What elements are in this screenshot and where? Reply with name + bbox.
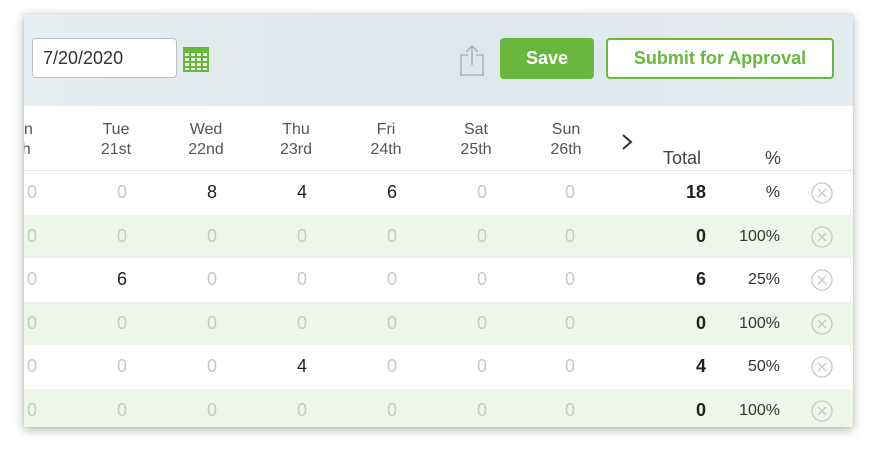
remove-row-icon[interactable] [811, 269, 833, 291]
row-total: 4 [695, 356, 706, 376]
hours-cell[interactable]: 0 [476, 312, 487, 333]
row-total: 0 [695, 225, 706, 246]
hours-cell[interactable]: 0 [116, 312, 127, 333]
percent-column-header: % [765, 148, 782, 168]
row-percent: 50% [747, 358, 780, 375]
day-date: 25th [460, 141, 492, 158]
hours-cell[interactable]: 0 [476, 269, 487, 289]
hours-cell[interactable]: 0 [296, 225, 307, 246]
row-total: 0 [695, 399, 706, 420]
remove-row-icon[interactable] [811, 356, 833, 378]
day-column-header: Sat 25th [436, 120, 516, 160]
day-date: 22nd [188, 141, 224, 158]
hours-cell[interactable]: 0 [564, 312, 575, 333]
day-column-header: Sun 26th [526, 120, 606, 160]
hours-cell[interactable]: 8 [206, 182, 217, 202]
row-total: 6 [695, 269, 706, 289]
hours-cell[interactable]: 6 [386, 182, 397, 202]
hours-cell[interactable]: 0 [296, 312, 307, 333]
remove-row-icon[interactable] [811, 312, 833, 335]
day-column-header: Tue 21st [76, 120, 156, 160]
row-percent: 100% [739, 314, 780, 332]
next-week-chevron-icon[interactable] [619, 133, 635, 151]
timesheet-panel: Save Submit for Approval on th Tue 21st Wed 2… [24, 14, 853, 427]
remove-row-icon[interactable] [811, 182, 833, 204]
day-column-header: Wed 22nd [166, 120, 246, 160]
hours-cell[interactable]: 0 [564, 399, 575, 420]
column-header-row [24, 106, 853, 171]
save-button[interactable]: Save [500, 38, 594, 79]
date-input[interactable] [32, 38, 177, 78]
day-name: Tue [102, 121, 130, 138]
hours-cell[interactable]: 0 [206, 356, 217, 376]
hours-cell[interactable]: 0 [386, 312, 397, 333]
hours-cell[interactable]: 0 [26, 356, 37, 376]
table-row: 0 0 8 4 6 0 0 18% [24, 171, 853, 214]
day-date: 26th [550, 141, 582, 158]
submit-for-approval-button[interactable]: Submit for Approval [606, 38, 834, 79]
calendar-icon[interactable] [183, 47, 209, 72]
hours-cell[interactable]: 0 [564, 182, 575, 202]
row-percent: 100% [739, 227, 780, 245]
row-percent: % [765, 184, 780, 201]
hours-cell[interactable]: 0 [296, 269, 307, 289]
hours-cell[interactable]: 6 [116, 269, 127, 289]
row-total: 18 [685, 182, 706, 202]
hours-cell[interactable]: 0 [26, 182, 37, 202]
day-date: th [24, 141, 31, 158]
day-name: Sat [463, 121, 488, 138]
day-column-header: Thu 23rd [256, 120, 336, 160]
hours-cell[interactable]: 0 [476, 356, 487, 376]
day-column-header: on th [24, 120, 64, 160]
remove-row-icon[interactable] [811, 225, 833, 248]
day-name: Thu [282, 121, 310, 138]
day-name: Wed [189, 121, 223, 138]
hours-cell[interactable]: 0 [26, 225, 37, 246]
day-date: 23rd [279, 141, 313, 158]
timesheet-toolbar: Save Submit for Approval [24, 14, 853, 106]
share-icon[interactable] [459, 44, 485, 76]
hours-cell[interactable]: 0 [564, 356, 575, 376]
table-row: 0 0 0 4 0 0 0 4 50% [24, 345, 853, 388]
hours-cell[interactable]: 0 [206, 312, 217, 333]
table-row: 0 6 0 0 0 0 0 6 25% [24, 258, 853, 301]
hours-cell[interactable]: 0 [386, 225, 397, 246]
hours-cell[interactable]: 0 [26, 399, 37, 420]
hours-cell[interactable]: 4 [296, 356, 307, 376]
hours-cell[interactable]: 0 [116, 399, 127, 420]
hours-cell[interactable]: 0 [386, 356, 397, 376]
total-column-header: Total [663, 148, 702, 168]
hours-cell[interactable]: 0 [26, 269, 37, 289]
row-percent: 25% [747, 271, 780, 288]
hours-cell[interactable]: 0 [206, 269, 217, 289]
hours-cell[interactable]: 0 [296, 399, 307, 420]
hours-cell[interactable]: 4 [296, 182, 307, 202]
hours-cell[interactable]: 0 [386, 269, 397, 289]
row-percent: 100% [739, 401, 780, 419]
remove-row-icon[interactable] [811, 399, 833, 422]
hours-cell[interactable]: 0 [476, 225, 487, 246]
hours-cell[interactable]: 0 [386, 399, 397, 420]
day-column-header: Fri 24th [346, 120, 426, 160]
hours-cell[interactable]: 0 [564, 269, 575, 289]
table-row: 0 0 0 0 0 0 0 0 100% [24, 388, 853, 427]
hours-cell[interactable]: 0 [206, 225, 217, 246]
hours-cell[interactable]: 0 [206, 399, 217, 420]
day-name: Sun [551, 121, 581, 138]
day-date: 21st [100, 141, 132, 158]
table-row: 0 0 0 0 0 0 0 0 100% [24, 301, 853, 345]
day-date: 24th [370, 141, 402, 158]
day-name: on [24, 121, 33, 138]
hours-cell[interactable]: 0 [116, 182, 127, 202]
hours-cell[interactable]: 0 [476, 182, 487, 202]
row-total: 0 [695, 312, 706, 333]
hours-cell[interactable]: 0 [564, 225, 575, 246]
table-row: 0 0 0 0 0 0 0 0 100% [24, 214, 853, 258]
day-name: Fri [376, 121, 396, 138]
hours-cell[interactable]: 0 [116, 356, 127, 376]
hours-cell[interactable]: 0 [116, 225, 127, 246]
hours-cell[interactable]: 0 [26, 312, 37, 333]
hours-cell[interactable]: 0 [476, 399, 487, 420]
